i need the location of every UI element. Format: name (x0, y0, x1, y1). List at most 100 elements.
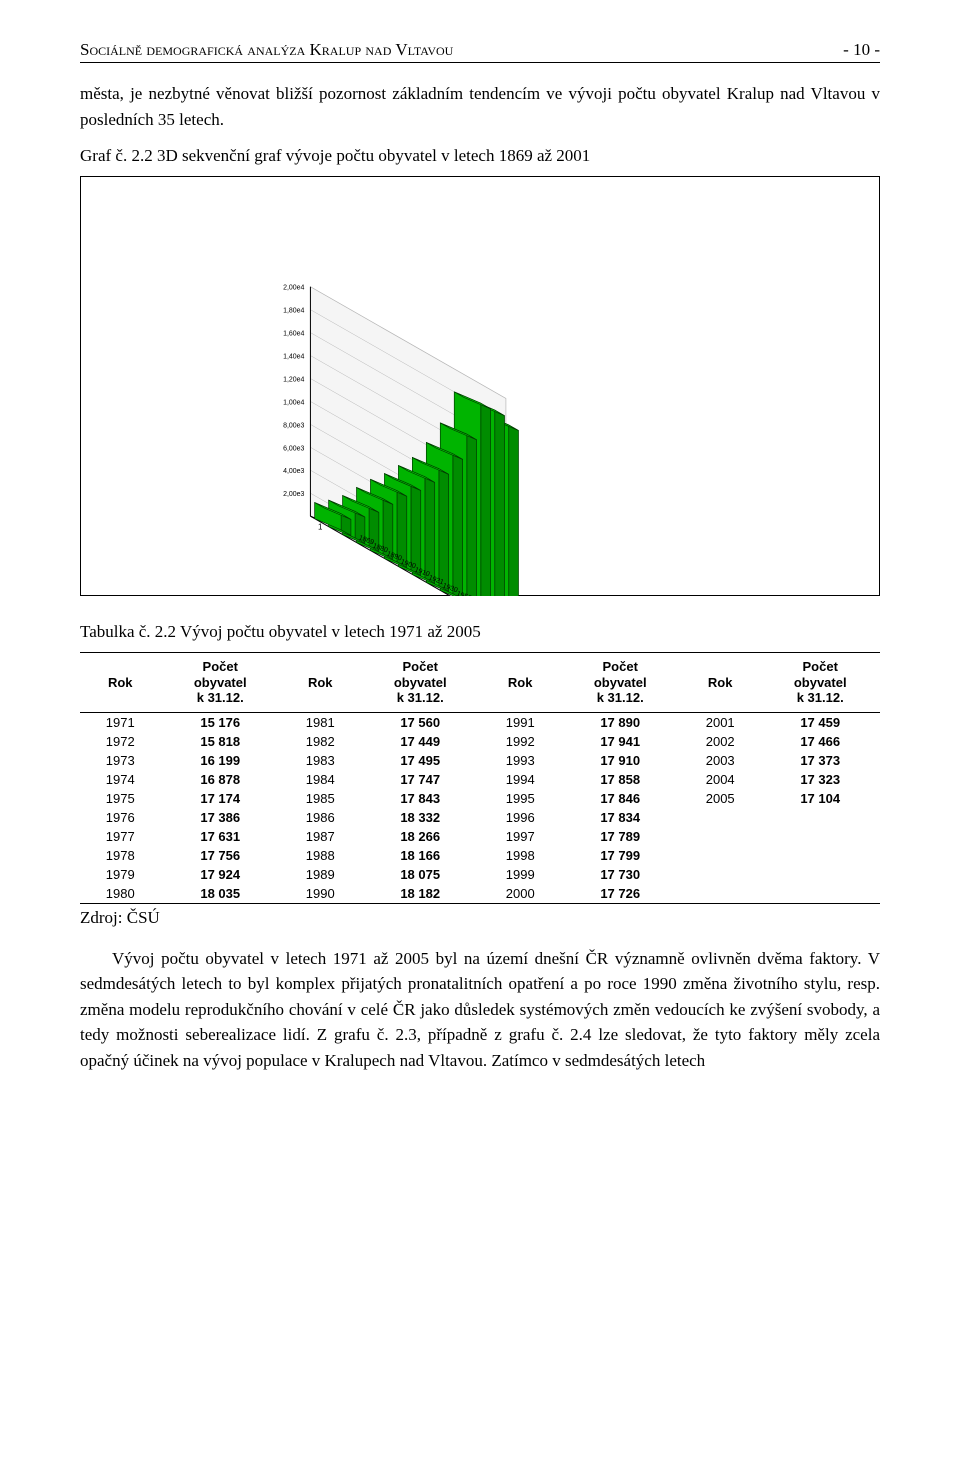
cell-value: 15 818 (160, 732, 280, 751)
table-caption: Tabulka č. 2.2 Vývoj počtu obyvatel v le… (80, 622, 880, 642)
table-row: 197215 818198217 449199217 941200217 466 (80, 732, 880, 751)
svg-text:1,00e4: 1,00e4 (283, 399, 304, 406)
cell-year (680, 846, 760, 865)
cell-year: 2001 (680, 712, 760, 732)
cell-value: 17 799 (560, 846, 680, 865)
cell-value: 17 843 (360, 789, 480, 808)
cell-year: 1988 (280, 846, 360, 865)
svg-text:4,00e3: 4,00e3 (283, 468, 304, 475)
cell-value: 18 035 (160, 884, 280, 904)
table-row: 197917 924198918 075199917 730 (80, 865, 880, 884)
cell-value: 17 834 (560, 808, 680, 827)
cell-year: 1971 (80, 712, 160, 732)
col-pocet: Počet obyvatel k 31.12. (360, 653, 480, 713)
cell-value: 17 449 (360, 732, 480, 751)
cell-year: 2002 (680, 732, 760, 751)
table-row: 197617 386198618 332199617 834 (80, 808, 880, 827)
col-rok: Rok (80, 653, 160, 713)
cell-value: 17 858 (560, 770, 680, 789)
cell-year: 1982 (280, 732, 360, 751)
table-row: 197817 756198818 166199817 799 (80, 846, 880, 865)
cell-year: 1984 (280, 770, 360, 789)
table-row: 197316 199198317 495199317 910200317 373 (80, 751, 880, 770)
table-row: 198018 035199018 182200017 726 (80, 884, 880, 904)
cell-value: 17 730 (560, 865, 680, 884)
cell-year: 1990 (280, 884, 360, 904)
cell-value (760, 865, 880, 884)
table-row: 197115 176198117 560199117 890200117 459 (80, 712, 880, 732)
cell-year: 1992 (480, 732, 560, 751)
cell-value: 17 924 (160, 865, 280, 884)
chart-caption: Graf č. 2.2 3D sekvenční graf vývoje poč… (80, 146, 880, 166)
col-pocet: Počet obyvatel k 31.12. (560, 653, 680, 713)
cell-year: 1975 (80, 789, 160, 808)
cell-value: 17 941 (560, 732, 680, 751)
table-row: 197717 631198718 266199717 789 (80, 827, 880, 846)
col-pocet: Počet obyvatel k 31.12. (760, 653, 880, 713)
cell-year: 1998 (480, 846, 560, 865)
cell-year (680, 808, 760, 827)
svg-text:1,60e4: 1,60e4 (283, 331, 304, 338)
cell-year: 1976 (80, 808, 160, 827)
cell-year: 1991 (480, 712, 560, 732)
cell-value (760, 884, 880, 904)
svg-text:1,80e4: 1,80e4 (283, 308, 304, 315)
closing-paragraph: Vývoj počtu obyvatel v letech 1971 až 20… (80, 946, 880, 1074)
cell-value: 18 266 (360, 827, 480, 846)
cell-value: 16 199 (160, 751, 280, 770)
cell-value: 17 747 (360, 770, 480, 789)
header-title: Sociálně demografická analýza Kralup nad… (80, 40, 453, 60)
col-rok: Rok (680, 653, 760, 713)
col-pocet: Počet obyvatel k 31.12. (160, 653, 280, 713)
cell-year: 1974 (80, 770, 160, 789)
cell-value: 17 495 (360, 751, 480, 770)
cell-year: 1979 (80, 865, 160, 884)
cell-value: 15 176 (160, 712, 280, 732)
cell-value (760, 827, 880, 846)
cell-value: 17 890 (560, 712, 680, 732)
page: Sociálně demografická analýza Kralup nad… (0, 0, 960, 1147)
cell-year: 1980 (80, 884, 160, 904)
cell-year: 1995 (480, 789, 560, 808)
cell-year: 1986 (280, 808, 360, 827)
cell-year: 2005 (680, 789, 760, 808)
cell-year: 1987 (280, 827, 360, 846)
chart-container: 2,00e34,00e36,00e38,00e31,00e41,20e41,40… (80, 176, 880, 596)
cell-value: 17 756 (160, 846, 280, 865)
svg-text:2,00e4: 2,00e4 (283, 285, 304, 292)
chart-3d-bar: 2,00e34,00e36,00e38,00e31,00e41,20e41,40… (81, 177, 879, 596)
cell-year: 2004 (680, 770, 760, 789)
cell-year: 1997 (480, 827, 560, 846)
cell-year: 2000 (480, 884, 560, 904)
cell-year: 1981 (280, 712, 360, 732)
cell-year: 1993 (480, 751, 560, 770)
cell-year: 1973 (80, 751, 160, 770)
svg-text:1,20e4: 1,20e4 (283, 376, 304, 383)
cell-year (680, 884, 760, 904)
cell-value: 17 323 (760, 770, 880, 789)
svg-text:8,00e3: 8,00e3 (283, 422, 304, 429)
cell-value: 17 373 (760, 751, 880, 770)
svg-text:1,40e4: 1,40e4 (283, 354, 304, 361)
svg-text:1: 1 (318, 523, 323, 532)
cell-value: 17 174 (160, 789, 280, 808)
intro-paragraph: města, je nezbytné věnovat bližší pozorn… (80, 81, 880, 132)
col-rok: Rok (280, 653, 360, 713)
cell-value: 17 386 (160, 808, 280, 827)
cell-year: 1978 (80, 846, 160, 865)
cell-year: 1989 (280, 865, 360, 884)
cell-value: 17 789 (560, 827, 680, 846)
cell-value: 17 459 (760, 712, 880, 732)
cell-value: 17 910 (560, 751, 680, 770)
cell-value: 17 726 (560, 884, 680, 904)
population-table: Rok Počet obyvatel k 31.12. Rok Počet ob… (80, 652, 880, 904)
cell-year: 1972 (80, 732, 160, 751)
header-rule (80, 62, 880, 63)
cell-year: 1994 (480, 770, 560, 789)
cell-year: 1985 (280, 789, 360, 808)
page-number: - 10 - (843, 40, 880, 60)
running-header: Sociálně demografická analýza Kralup nad… (80, 40, 880, 60)
cell-value: 18 075 (360, 865, 480, 884)
cell-value (760, 846, 880, 865)
cell-year: 1983 (280, 751, 360, 770)
